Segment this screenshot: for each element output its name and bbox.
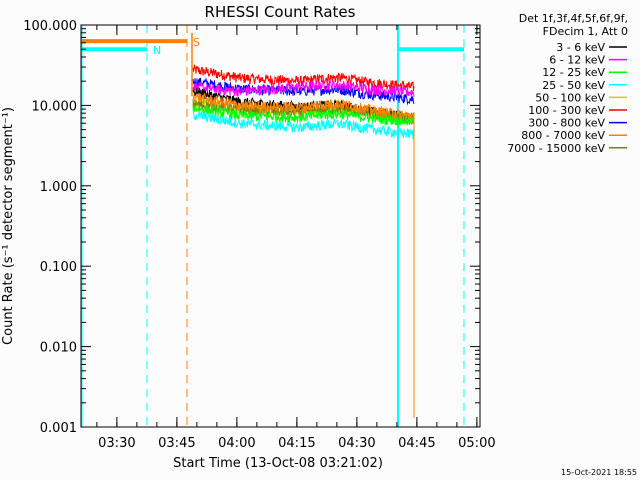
x-tick-label: 04:15 (278, 436, 315, 451)
annotation-label-S: S (193, 36, 200, 49)
timestamp: 15-Oct-2021 18:55 (561, 468, 637, 477)
annotation-label-N: N (153, 44, 161, 57)
y-tick-label: 10.000 (32, 99, 78, 114)
y-tick-label: 0.001 (40, 421, 77, 436)
legend-label: 12 - 25 keV (542, 66, 605, 79)
y-tick-label: 1.000 (40, 180, 77, 195)
series-line-6-12keV (192, 79, 415, 98)
legend-label: 300 - 800 keV (528, 117, 605, 130)
x-tick-label: 04:30 (338, 436, 375, 451)
legend-label: 7000 - 15000 keV (507, 142, 605, 155)
y-axis-label: Count Rate (s⁻¹ detector segment⁻¹) (1, 107, 16, 345)
series-line-300-800keV (192, 77, 415, 106)
x-tick-label: 03:30 (98, 436, 135, 451)
x-tick-label: 04:45 (398, 436, 435, 451)
series-line-800-7000keV (192, 92, 415, 418)
legend-header-line2: FDecim 1, Att 0 (543, 25, 628, 38)
series-line-12-25keV (192, 104, 415, 127)
legend-label: 6 - 12 keV (549, 54, 605, 67)
axes: 100.000 10.000 1.000 0.100 0.010 0.001 03:30 03… (23, 19, 495, 451)
legend-label: 25 - 50 keV (542, 79, 605, 92)
x-tick-label: 03:45 (158, 436, 195, 451)
y-tick-label: 0.100 (40, 260, 77, 275)
plot-area: NS (80, 25, 465, 427)
series-line-100-300keV (192, 64, 415, 92)
legend-label: 100 - 300 keV (528, 104, 605, 117)
legend-label: 800 - 7000 keV (521, 129, 605, 142)
y-tick-label: 0.010 (40, 341, 77, 356)
x-tick-label: 04:00 (218, 436, 255, 451)
chart-title: RHESSI Count Rates (205, 3, 356, 21)
x-tick-label: 05:00 (458, 436, 495, 451)
legend-label: 50 - 100 keV (535, 91, 605, 104)
series-line-25-50keV (192, 109, 415, 139)
legend-label: 3 - 6 keV (556, 41, 605, 54)
y-tick-label: 100.000 (23, 19, 77, 34)
legend-header-line1: Det 1f,3f,4f,5f,6f,9f, (519, 12, 628, 25)
legend: Det 1f,3f,4f,5f,6f,9f, FDecim 1, Att 0 3… (507, 12, 628, 155)
x-axis-label: Start Time (13-Oct-08 03:21:02) (173, 456, 383, 471)
axes-frame (80, 24, 481, 428)
